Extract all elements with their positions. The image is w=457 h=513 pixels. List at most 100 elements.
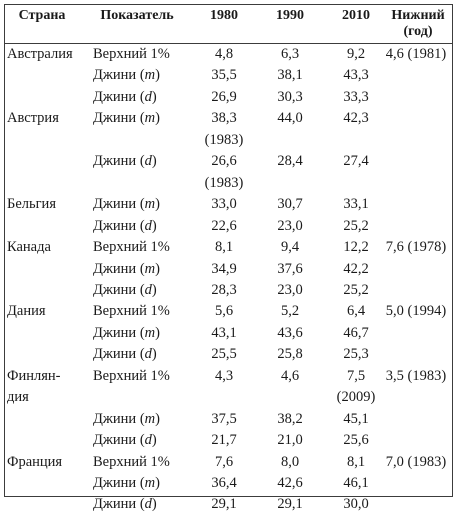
value-2010: 33,1 <box>343 196 369 213</box>
indicator-parameter: d <box>144 217 152 234</box>
value-1990: 23,0 <box>277 281 303 298</box>
value-1980: 29,1 <box>211 496 237 513</box>
header-2010: 2010 <box>342 8 370 23</box>
value-1990: 42,6 <box>277 475 303 491</box>
value-1980: 35,5 <box>211 67 237 84</box>
indicator-parameter: m <box>144 260 156 277</box>
value-1980: 8,1 <box>214 239 234 256</box>
country-name: Франция <box>7 453 63 470</box>
value-1990: 38,1 <box>277 67 303 84</box>
value-2010: 25,3 <box>343 346 369 363</box>
value-2010: 9,2 <box>346 46 366 62</box>
value-1980: 33,0 <box>211 196 237 213</box>
header-country: Страна <box>18 8 66 23</box>
value-1980: 43,1 <box>211 324 237 341</box>
header-1980: 1980 <box>210 8 238 23</box>
indicator-name: Верхний 1% <box>93 238 195 256</box>
header-1990: 1990 <box>276 8 304 23</box>
header-lower: Нижний <box>391 8 445 23</box>
value-1990: 30,7 <box>277 196 303 213</box>
indicator-name: Джини (d) <box>93 346 157 363</box>
indicator-name: Джини (m) <box>93 196 160 213</box>
indicator-name: Верхний 1% <box>93 367 195 385</box>
indicator-label: Джини <box>93 410 137 427</box>
value-2010: 12,2 <box>343 239 369 256</box>
indicator-parameter: m <box>144 475 156 491</box>
indicator-name: Верхний 1% <box>93 453 195 471</box>
value-1980: 28,3 <box>211 281 237 298</box>
value-2010: 25,2 <box>343 281 369 298</box>
value-1990: 28,4 <box>277 153 303 170</box>
value-1990: 44,0 <box>277 110 303 127</box>
value-1980: 21,7 <box>211 432 237 449</box>
value-1990: 21,0 <box>277 432 303 449</box>
indicator-label: Верхний 1% <box>93 239 170 256</box>
indicator-label: Джини <box>93 67 137 84</box>
value-1980: 26,9 <box>211 88 237 105</box>
country-name: Бельгия <box>7 196 56 213</box>
value-1990: 25,8 <box>277 346 303 363</box>
indicator-label: Джини <box>93 217 137 234</box>
indicator-name: Джини (m) <box>93 67 160 84</box>
value-1990: 9,4 <box>280 239 300 256</box>
indicator-name: Джини (d) <box>93 153 157 170</box>
value-1990: 38,2 <box>277 410 303 427</box>
indicator-parameter: d <box>144 432 152 449</box>
indicator-name: Джини (d) <box>93 496 157 513</box>
indicator-label: Джини <box>93 475 137 491</box>
value-1990: 5,2 <box>280 303 300 320</box>
indicator-label: Джини <box>93 432 137 449</box>
value-2010: 7,5 <box>346 367 366 384</box>
indicator-name: Джини (m) <box>93 110 160 127</box>
indicator-label: Джини <box>93 153 137 170</box>
indicator-label: Верхний 1% <box>93 303 170 320</box>
indicator-name: Джини (m) <box>93 410 160 427</box>
header-lower-year: (год) <box>403 24 433 39</box>
indicator-name: Джини (m) <box>93 324 160 341</box>
value-1980: 26,6 <box>211 153 237 170</box>
data-table: Страна Показатель 1980 1990 2010 Нижний … <box>4 4 453 512</box>
indicator-name: Джини (m) <box>93 475 160 491</box>
value-1980: 7,6 <box>214 453 234 470</box>
indicator-label: Джини <box>93 346 137 363</box>
value-2010: 30,0 <box>343 496 369 513</box>
value-2010: 45,1 <box>343 410 369 427</box>
value-2010: 25,6 <box>343 432 369 449</box>
country-name: Австрия <box>7 110 59 127</box>
indicator-label: Джини <box>93 196 137 213</box>
indicator-parameter: d <box>144 88 152 105</box>
value-1980: 22,6 <box>211 217 237 234</box>
indicator-label: Джини <box>93 260 137 277</box>
indicator-parameter: d <box>144 153 152 170</box>
indicator-label: Верхний 1% <box>93 367 170 384</box>
indicator-label: Джини <box>93 88 137 105</box>
value-1980: 4,3 <box>214 367 234 384</box>
country-name: Финлян- <box>7 367 61 384</box>
value-lower: 7,6 (1978) <box>385 239 447 256</box>
value-2010: 46,1 <box>343 475 369 491</box>
value-1980: 36,4 <box>211 475 237 491</box>
value-1990: 30,3 <box>277 88 303 105</box>
indicator-name: Джини (d) <box>93 432 157 449</box>
country-name: Дания <box>7 303 46 320</box>
value-2010: 6,4 <box>346 303 366 320</box>
value-1980: 5,6 <box>214 303 234 320</box>
indicator-label: Джини <box>93 496 137 513</box>
value-2010: 46,7 <box>343 324 369 341</box>
indicator-parameter: d <box>144 281 152 298</box>
value-1990: 37,6 <box>277 260 303 277</box>
value-1990: 29,1 <box>277 496 303 513</box>
value-lower: 7,0 (1983) <box>385 453 447 470</box>
header-divider <box>5 43 452 44</box>
indicator-name: Верхний 1% <box>93 45 195 63</box>
indicator-parameter: d <box>144 496 152 513</box>
value-1980: (1983) <box>204 174 244 191</box>
value-2010: (2009) <box>336 389 376 406</box>
value-1980: 37,5 <box>211 410 237 427</box>
value-1990: 8,0 <box>280 453 300 470</box>
indicator-parameter: m <box>144 196 156 213</box>
indicator-name: Джини (d) <box>93 217 157 234</box>
value-2010: 33,3 <box>343 88 369 105</box>
indicator-name: Джини (m) <box>93 260 160 277</box>
value-1990: 23,0 <box>277 217 303 234</box>
